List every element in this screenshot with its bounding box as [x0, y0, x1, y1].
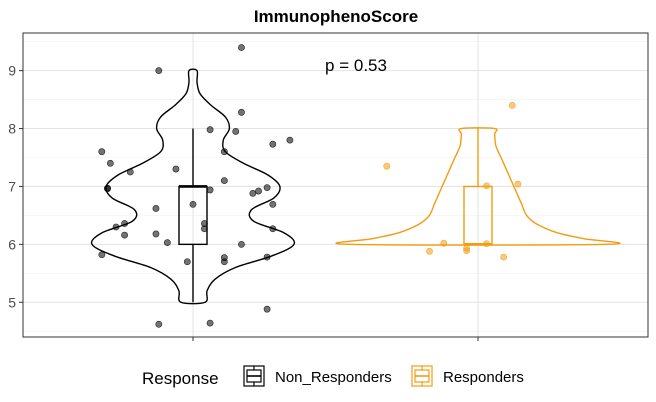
p-value-annotation: p = 0.53	[325, 56, 387, 75]
point-Responders	[483, 182, 490, 190]
legend-key-violin	[411, 365, 433, 387]
point-Non_Responders	[220, 177, 228, 185]
panel-border	[22, 32, 649, 338]
boxplots	[178, 128, 493, 303]
box-Responders	[463, 185, 493, 246]
panel-frame	[22, 32, 649, 338]
chart-title: ImmunophenoScore	[254, 7, 418, 26]
point-Non_Responders	[263, 305, 271, 313]
y-tick-label: 9	[8, 63, 16, 79]
point-Responders	[514, 180, 522, 188]
point-Non_Responders	[155, 67, 163, 75]
point-Non_Responders	[220, 148, 228, 156]
point-Non_Responders	[286, 136, 294, 144]
violin-Non_Responders	[90, 68, 296, 305]
y-axis: 5 6 7 8 9	[8, 63, 23, 310]
point-Responders	[383, 162, 391, 170]
point-Non_Responders	[206, 126, 214, 134]
x-axis	[192, 337, 479, 341]
legend-key-violin	[243, 365, 265, 387]
point-Non_Responders	[206, 186, 214, 194]
point-Non_Responders	[200, 220, 208, 227]
violins	[90, 68, 621, 305]
point-Non_Responders	[98, 251, 106, 259]
legend-label-Non_Responders: Non_Responders	[275, 369, 392, 386]
point-Non_Responders	[206, 319, 214, 327]
point-Non_Responders	[155, 320, 163, 328]
point-Non_Responders	[269, 225, 277, 233]
y-tick-label: 6	[8, 236, 16, 252]
point-Non_Responders	[152, 230, 160, 238]
box-Non_Responders	[178, 185, 208, 246]
panel-background	[23, 33, 648, 337]
violin-Responders	[335, 127, 621, 246]
point-Non_Responders	[126, 168, 134, 176]
point-Non_Responders	[112, 223, 120, 231]
point-Non_Responders	[163, 239, 171, 247]
point-Non_Responders	[220, 254, 228, 262]
legend-title: Response	[142, 369, 219, 388]
point-Responders	[463, 245, 470, 252]
legend-key-Non_Responders	[243, 365, 265, 387]
point-Non_Responders	[121, 220, 128, 227]
point-Non_Responders	[232, 128, 240, 135]
point-Non_Responders	[269, 140, 277, 148]
point-Non_Responders	[121, 231, 128, 239]
point-Responders	[440, 239, 448, 247]
point-Non_Responders	[238, 108, 245, 116]
point-Non_Responders	[238, 240, 245, 248]
plot-panel	[23, 33, 648, 337]
legend-key-Responders	[411, 365, 433, 387]
y-tick-label: 8	[8, 121, 16, 137]
data-points	[98, 44, 522, 328]
point-Non_Responders	[263, 184, 271, 192]
point-Non_Responders	[98, 148, 106, 156]
point-Non_Responders	[269, 200, 277, 208]
point-Non_Responders	[152, 205, 160, 212]
point-Responders	[508, 101, 516, 109]
point-Responders	[483, 240, 490, 248]
point-Non_Responders	[249, 189, 257, 197]
point-Non_Responders	[183, 258, 191, 266]
point-Responders	[426, 247, 433, 255]
point-Non_Responders	[172, 165, 180, 173]
y-tick-label: 5	[8, 294, 16, 310]
point-Non_Responders	[106, 159, 114, 167]
legend-label-Responders: Responders	[443, 369, 524, 386]
point-Non_Responders	[255, 187, 262, 195]
legend: Response Non_Responders Responders	[142, 365, 524, 388]
point-Non_Responders	[238, 44, 245, 51]
point-Non_Responders	[104, 184, 111, 192]
point-Non_Responders	[189, 200, 197, 208]
point-Responders	[500, 253, 508, 261]
y-tick-label: 7	[8, 178, 16, 194]
point-Non_Responders	[263, 253, 271, 261]
